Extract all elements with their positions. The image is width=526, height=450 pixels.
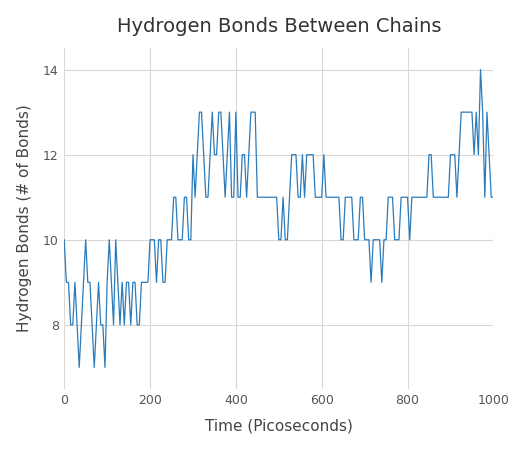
Title: Hydrogen Bonds Between Chains: Hydrogen Bonds Between Chains bbox=[117, 17, 441, 36]
X-axis label: Time (Picoseconds): Time (Picoseconds) bbox=[205, 418, 353, 433]
Y-axis label: Hydrogen Bonds (# of Bonds): Hydrogen Bonds (# of Bonds) bbox=[17, 105, 32, 333]
